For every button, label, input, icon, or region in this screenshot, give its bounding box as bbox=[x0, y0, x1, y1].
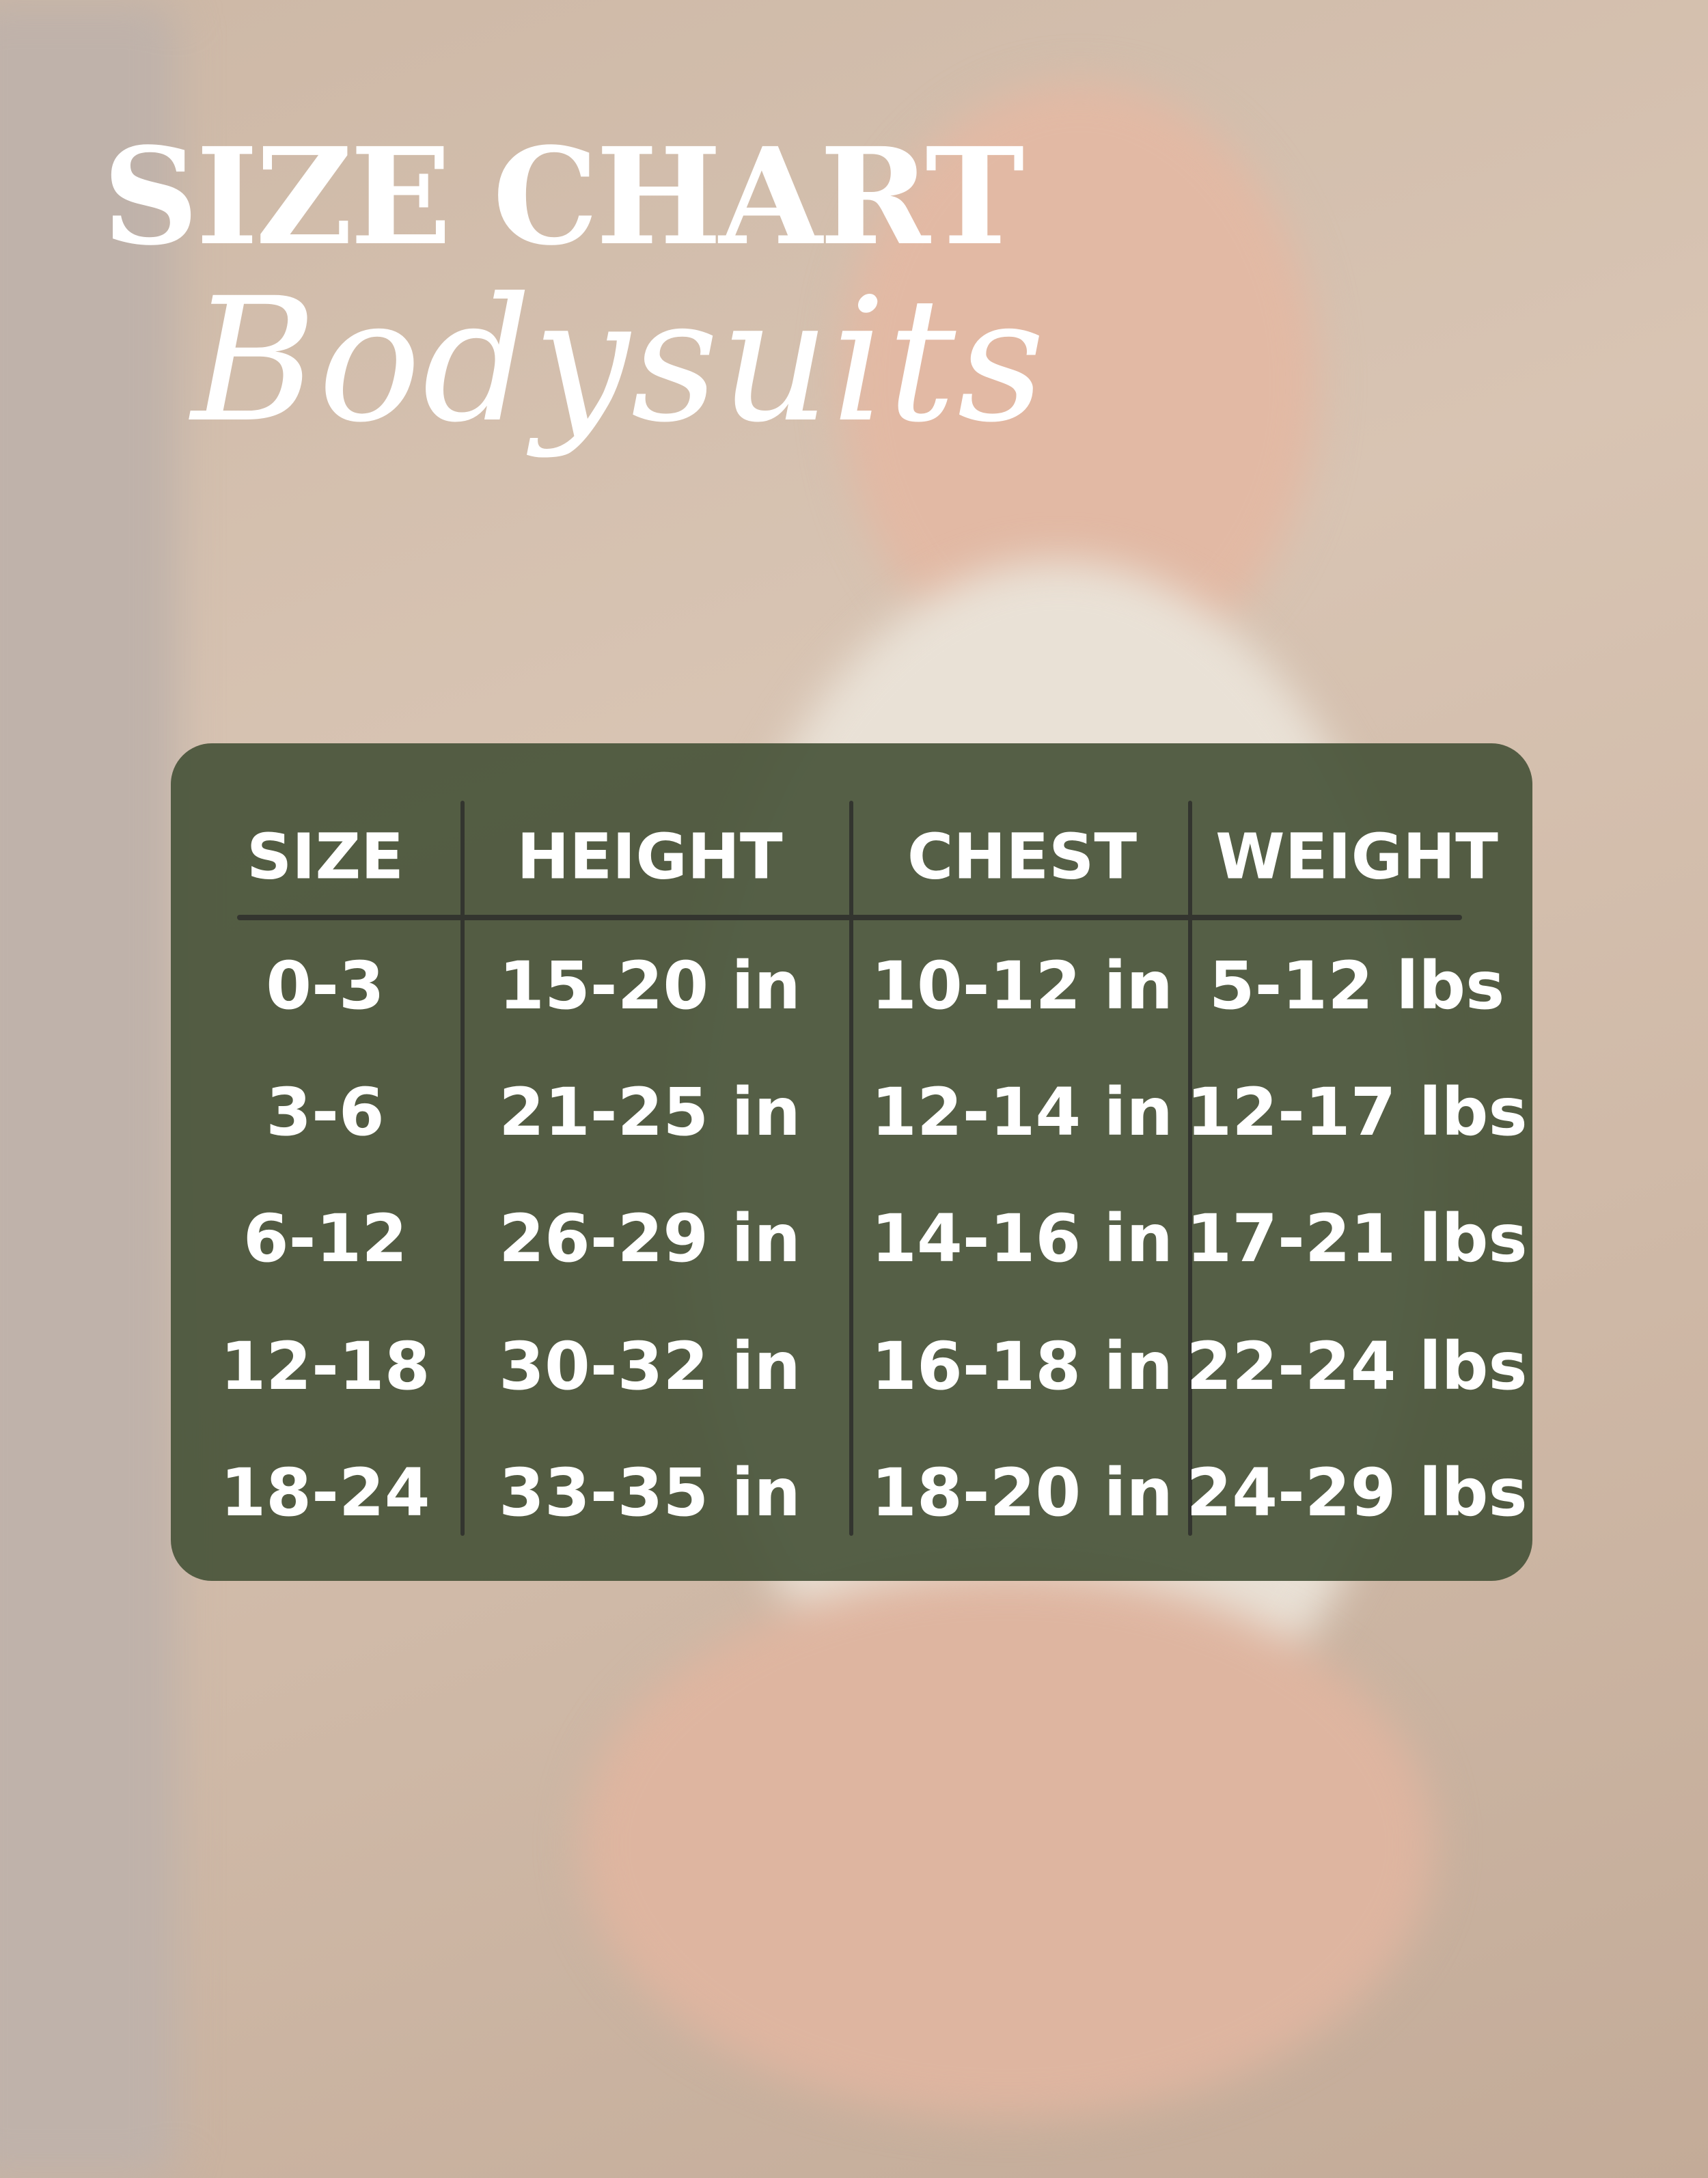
table-cell: 16-18 in bbox=[871, 1328, 1173, 1405]
table-cell: 0-3 bbox=[266, 948, 385, 1024]
table-cell: 17-21 lbs bbox=[1186, 1200, 1528, 1277]
page-title: SIZE CHART bbox=[102, 118, 1024, 275]
table-cell: 6-12 bbox=[243, 1200, 408, 1277]
page-subtitle: Bodysuits bbox=[191, 261, 1047, 460]
baby-legs bbox=[581, 1571, 1435, 2118]
column-divider bbox=[1188, 801, 1192, 1536]
table-cell: 14-16 in bbox=[871, 1200, 1173, 1277]
column-divider bbox=[460, 801, 465, 1536]
table-cell: 12-18 bbox=[220, 1328, 430, 1405]
table-cell: 10-12 in bbox=[871, 948, 1173, 1024]
table-cell: 18-24 bbox=[220, 1455, 430, 1531]
table-cell: 18-20 in bbox=[871, 1455, 1173, 1531]
table-cell: 15-20 in bbox=[499, 948, 801, 1024]
table-cell: 21-25 in bbox=[499, 1074, 801, 1150]
column-header: HEIGHT bbox=[516, 820, 783, 894]
table-cell: 3-6 bbox=[266, 1074, 385, 1150]
table-cell: 33-35 in bbox=[499, 1455, 801, 1531]
table-cell: 24-29 lbs bbox=[1186, 1455, 1528, 1531]
table-cell: 12-14 in bbox=[871, 1074, 1173, 1150]
bassinet-edge bbox=[0, 0, 178, 2178]
table-cell: 22-24 lbs bbox=[1186, 1328, 1528, 1405]
column-divider bbox=[849, 801, 853, 1536]
table-cell: 26-29 in bbox=[499, 1200, 801, 1277]
column-header: WEIGHT bbox=[1215, 820, 1498, 894]
table-cell: 30-32 in bbox=[499, 1328, 801, 1405]
table-cell: 5-12 lbs bbox=[1209, 948, 1505, 1024]
column-header: SIZE bbox=[246, 820, 404, 894]
column-header: CHEST bbox=[907, 820, 1138, 894]
header-divider bbox=[237, 915, 1462, 920]
table-cell: 12-17 lbs bbox=[1186, 1074, 1528, 1150]
